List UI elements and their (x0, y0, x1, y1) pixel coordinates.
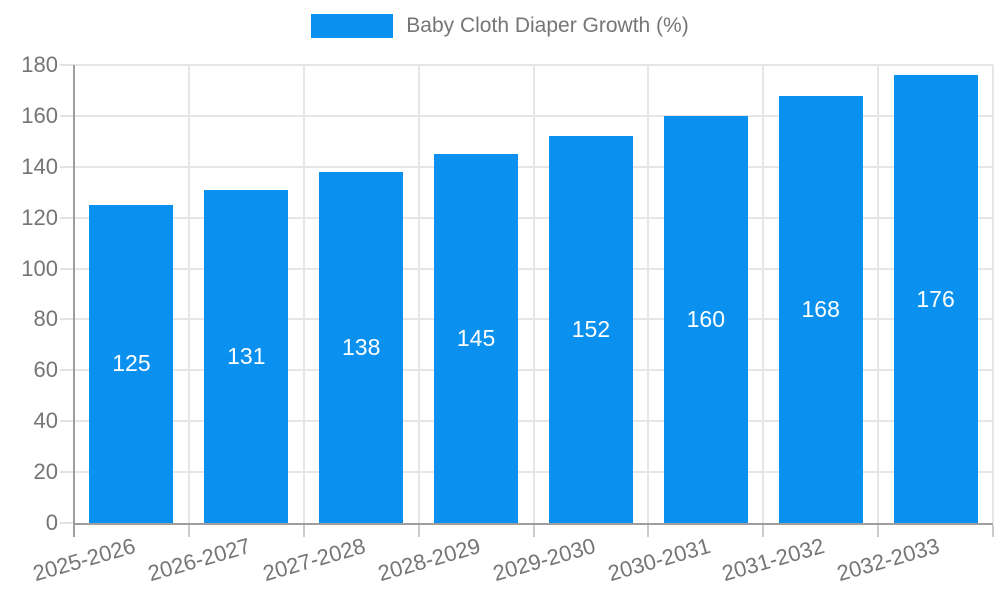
x-axis-tick (302, 525, 305, 537)
y-axis-line (73, 65, 75, 536)
x-axis-tick-label: 2028-2029 (374, 533, 483, 587)
gridline-vertical (762, 65, 765, 523)
y-axis-tick (60, 369, 74, 372)
y-axis-tick-label: 40 (33, 408, 58, 434)
gridline-vertical (647, 65, 650, 523)
y-axis-tick (60, 64, 74, 66)
chart-legend[interactable]: Baby Cloth Diaper Growth (%) (0, 14, 1000, 38)
x-axis-tick-label: 2029-2030 (489, 533, 598, 587)
bar-value-label: 160 (686, 305, 725, 332)
bar-2030-2031[interactable]: 160 (663, 115, 748, 523)
x-axis-tick (532, 525, 535, 537)
x-axis-tick-label: 2025-2026 (30, 533, 139, 587)
y-axis-tick (60, 216, 74, 219)
y-axis-tick-label: 140 (21, 153, 58, 179)
legend-label: Baby Cloth Diaper Growth (%) (406, 14, 689, 37)
x-axis-tick-label: 2027-2028 (260, 533, 369, 587)
y-axis-tick-label: 100 (21, 255, 58, 281)
bar-value-label: 168 (801, 295, 840, 322)
bar-value-label: 145 (456, 325, 496, 352)
gridline-vertical (417, 65, 420, 523)
x-axis-tick (73, 525, 75, 537)
y-axis-tick-label: 180 (21, 52, 58, 77)
bar-value-label: 131 (227, 342, 266, 369)
bar-2029-2030[interactable]: 152 (548, 136, 633, 523)
bar-value-label: 176 (916, 285, 955, 312)
legend-swatch-icon (311, 14, 394, 38)
bar-2028-2029[interactable]: 145 (434, 154, 519, 523)
x-axis-tick (877, 525, 880, 537)
y-axis-tick (60, 471, 74, 474)
gridline-vertical (877, 65, 880, 523)
bar-value-label: 138 (342, 333, 381, 360)
gridline-vertical (302, 65, 305, 523)
y-axis-tick (60, 420, 74, 423)
gridline-vertical (532, 65, 535, 523)
y-axis-tick-label: 160 (21, 102, 58, 128)
y-axis-tick (60, 522, 74, 524)
x-axis-tick-label: 2026-2027 (145, 533, 254, 587)
x-axis-tick (417, 525, 420, 537)
y-axis-tick (60, 318, 74, 321)
y-axis-tick-label: 80 (33, 306, 58, 332)
bar-2026-2027[interactable]: 131 (204, 189, 289, 523)
y-axis-tick-label: 0 (45, 510, 58, 535)
y-axis-tick (60, 165, 74, 168)
bar-2031-2032[interactable]: 168 (778, 95, 863, 523)
x-axis-tick (187, 525, 190, 537)
x-axis-tick (992, 525, 994, 537)
y-axis-tick (60, 114, 74, 117)
x-axis-line (74, 523, 993, 525)
bar-2025-2026[interactable]: 125 (89, 204, 174, 523)
gridline-vertical (187, 65, 190, 523)
x-axis-tick-label: 2031-2032 (719, 533, 828, 587)
x-axis-tick-label: 2032-2033 (834, 533, 943, 587)
bar-2032-2033[interactable]: 176 (893, 75, 978, 523)
y-axis-tick-label: 120 (21, 204, 58, 230)
y-axis-tick-label: 60 (33, 357, 58, 383)
gridline-vertical (992, 65, 994, 523)
x-axis-tick (647, 525, 650, 537)
y-axis-tick-label: 20 (33, 459, 58, 485)
x-axis-tick (762, 525, 765, 537)
bar-value-label: 125 (112, 350, 151, 377)
bar-2027-2028[interactable]: 138 (319, 171, 404, 523)
y-axis-tick (60, 267, 74, 270)
x-axis-tick-label: 2030-2031 (604, 533, 713, 587)
bar-value-label: 152 (571, 316, 611, 343)
